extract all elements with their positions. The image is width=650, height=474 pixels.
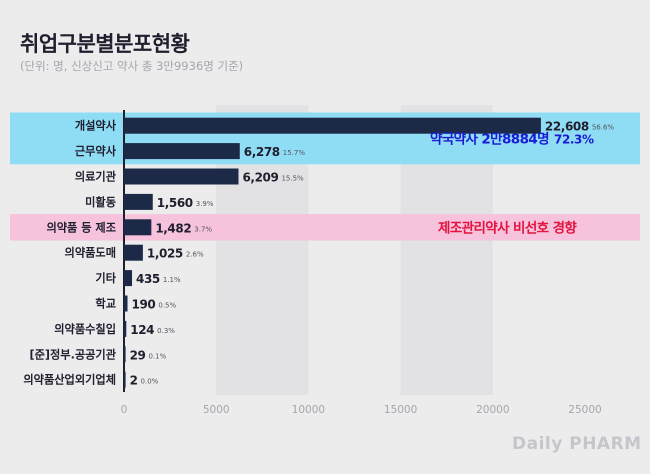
- bar: [124, 270, 133, 287]
- category-label: 학교: [95, 297, 116, 311]
- value-label: 2: [130, 374, 138, 388]
- bar: [124, 346, 126, 363]
- percent-label: 15.7%: [283, 149, 306, 157]
- x-tick-label: 0: [121, 404, 128, 416]
- category-label: 의약품수칠입: [54, 322, 116, 336]
- percent-label: 3.7%: [194, 225, 212, 233]
- percent-label: 0.1%: [149, 352, 167, 360]
- x-tick-label: 25000: [568, 404, 601, 416]
- category-label: 개설약사: [75, 119, 117, 133]
- value-label: 6,278: [244, 145, 280, 159]
- percent-label: 0.0%: [141, 378, 159, 386]
- percent-label: 15.5%: [281, 175, 304, 183]
- percent-label: 0.5%: [158, 302, 176, 310]
- daily-pharm-logo: Daily PHARM: [512, 434, 642, 454]
- category-label: 의료기관: [75, 170, 117, 184]
- value-label: 22,608: [545, 120, 589, 134]
- annotation-manufacturing: 제조관리약사 비선호 경향: [438, 219, 577, 236]
- bar: [124, 295, 128, 312]
- category-label: [준]정부.공공기관: [29, 347, 116, 361]
- highlight-box-1: [10, 214, 640, 241]
- bar: [124, 219, 152, 236]
- percent-label: 2.6%: [186, 251, 204, 259]
- annotation-pharmacy-pct: 72.3%: [554, 132, 594, 146]
- bar: [124, 168, 239, 185]
- category-label: 의약품도매: [65, 246, 116, 260]
- value-label: 1,482: [155, 221, 191, 235]
- x-tick-label: 5000: [203, 404, 230, 416]
- bar: [124, 320, 127, 337]
- value-label: 190: [132, 298, 156, 312]
- value-label: 29: [130, 348, 146, 362]
- category-label: 의약품 등 제조: [46, 220, 116, 234]
- category-label: 근무약사: [75, 144, 117, 158]
- percent-label: 0.3%: [157, 327, 175, 335]
- value-label: 435: [136, 272, 160, 286]
- value-label: 6,209: [242, 171, 278, 185]
- bar: [124, 244, 143, 261]
- value-label: 1,560: [157, 196, 193, 210]
- percent-label: 1.1%: [163, 276, 181, 284]
- bar: [124, 371, 126, 388]
- category-label: 기타: [95, 271, 116, 285]
- value-label: 124: [130, 323, 154, 337]
- bar: [124, 117, 541, 134]
- chart-title: 취업구분별분포현황: [20, 32, 190, 56]
- category-label: 의약품산업외기업체: [23, 373, 116, 387]
- percent-label: 56.6%: [592, 124, 615, 132]
- x-tick-label: 15000: [384, 404, 417, 416]
- bar: [124, 143, 240, 160]
- chart-subtitle: (단위: 명, 신상신고 약사 총 3만9936명 기준): [20, 59, 244, 73]
- percent-label: 3.9%: [196, 200, 214, 208]
- bar: [124, 193, 153, 210]
- annotation-pharmacy-total: 약국약사 2만8884명: [430, 130, 549, 147]
- x-tick-label: 20000: [476, 404, 509, 416]
- category-label: 미활동: [85, 195, 116, 209]
- value-label: 1,025: [147, 247, 183, 261]
- x-tick-label: 10000: [292, 404, 325, 416]
